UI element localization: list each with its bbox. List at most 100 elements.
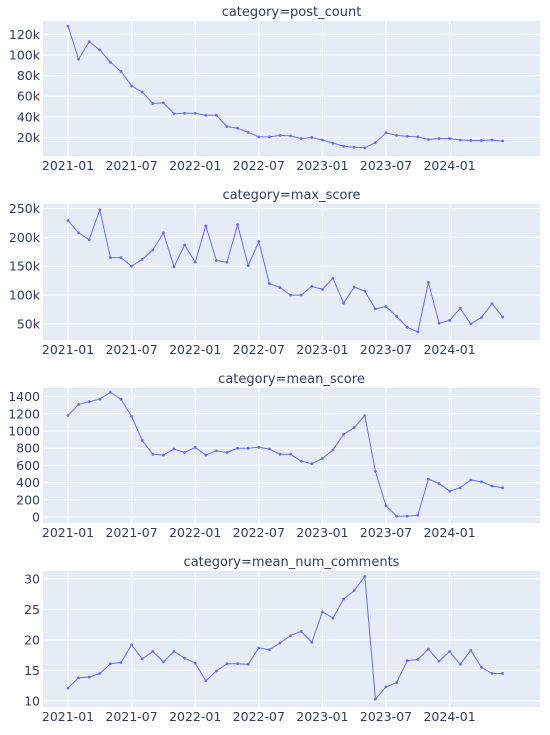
plot-area xyxy=(43,21,540,156)
data-point xyxy=(374,470,377,473)
data-point xyxy=(342,597,345,601)
data-point xyxy=(416,658,420,661)
data-point xyxy=(162,660,165,664)
data-point xyxy=(172,265,176,269)
y-tick-label: 15 xyxy=(24,663,40,678)
data-point xyxy=(257,646,261,650)
data-point xyxy=(384,504,388,508)
data-point xyxy=(448,319,451,322)
data-point xyxy=(119,256,123,259)
y-tick-label: 200k xyxy=(9,230,41,245)
data-point xyxy=(66,24,70,28)
data-point xyxy=(331,141,335,145)
data-point xyxy=(416,135,420,139)
data-point xyxy=(130,264,134,268)
data-point xyxy=(236,223,240,227)
data-point xyxy=(299,459,303,463)
data-point xyxy=(501,672,504,675)
data-point xyxy=(278,452,282,456)
y-tick-label: 0 xyxy=(32,509,40,524)
data-point xyxy=(363,146,367,150)
data-point xyxy=(151,102,155,105)
data-point xyxy=(109,662,112,666)
data-point xyxy=(342,301,345,305)
data-point xyxy=(236,126,240,130)
data-point xyxy=(172,650,176,653)
data-point xyxy=(480,139,483,142)
data-point xyxy=(172,112,176,116)
data-point xyxy=(331,276,335,280)
data-point xyxy=(204,679,208,683)
data-point xyxy=(395,133,398,137)
data-point xyxy=(342,433,345,436)
data-point xyxy=(183,111,187,115)
y-tick-label: 25 xyxy=(24,602,40,617)
x-tick-label: 2023-01 xyxy=(296,709,348,724)
series-line xyxy=(67,391,503,517)
data-point xyxy=(225,125,229,129)
x-tick-label: 2023-07 xyxy=(360,709,412,724)
data-point xyxy=(299,293,303,297)
x-tick-label: 2022-01 xyxy=(169,709,221,724)
panel-title: category=mean_num_comments xyxy=(184,555,400,570)
data-point xyxy=(193,111,197,115)
data-point xyxy=(268,447,271,451)
data-point xyxy=(331,616,335,620)
data-point xyxy=(162,231,165,235)
data-point xyxy=(352,285,356,289)
data-point xyxy=(458,662,462,666)
data-point xyxy=(289,634,292,638)
x-tick-label: 2021-07 xyxy=(105,342,157,357)
data-point xyxy=(87,400,91,404)
x-tick-label: 2024-01 xyxy=(423,525,475,540)
series-line xyxy=(67,26,503,149)
data-point xyxy=(193,661,197,665)
data-point xyxy=(140,90,144,94)
data-point xyxy=(363,289,367,293)
x-tick-label: 2023-07 xyxy=(360,342,412,357)
x-tick-label: 2022-01 xyxy=(169,342,221,357)
y-tick-label: 1400 xyxy=(8,389,40,404)
facet-panel-2: category=max_score 50k 100k 150k 200k 250k 202… xyxy=(9,188,540,357)
data-point xyxy=(77,57,80,61)
data-point xyxy=(310,462,314,466)
data-point xyxy=(87,675,91,679)
x-tick-label: 2021-07 xyxy=(105,158,157,173)
data-point xyxy=(352,589,356,592)
data-point xyxy=(405,659,409,663)
data-point xyxy=(236,662,240,666)
data-point xyxy=(342,144,345,148)
data-point xyxy=(469,139,473,142)
data-point xyxy=(98,208,102,212)
data-point xyxy=(119,397,123,401)
data-point xyxy=(257,445,261,449)
data-point xyxy=(299,629,303,633)
y-tick-label: 20k xyxy=(17,130,41,145)
x-tick-label: 2021-07 xyxy=(105,709,157,724)
data-point xyxy=(480,665,483,669)
data-point xyxy=(437,321,441,325)
y-tick-label: 600 xyxy=(16,458,40,473)
y-tick-label: 150k xyxy=(9,259,41,274)
data-point xyxy=(225,662,229,666)
data-point xyxy=(490,484,494,488)
data-point xyxy=(458,138,462,142)
panel-title: category=max_score xyxy=(222,188,360,203)
data-point xyxy=(352,145,356,149)
data-point xyxy=(416,330,420,334)
data-point xyxy=(172,447,176,451)
data-point xyxy=(246,130,250,134)
data-point xyxy=(490,672,494,675)
data-point xyxy=(310,285,314,288)
data-point xyxy=(395,514,398,518)
y-tick-label: 200 xyxy=(16,492,40,507)
data-point xyxy=(278,133,282,137)
data-point xyxy=(140,439,144,442)
y-tick-label: 80k xyxy=(17,68,41,83)
data-point xyxy=(448,489,451,493)
x-tick-label: 2022-07 xyxy=(233,525,285,540)
data-point xyxy=(246,446,250,450)
x-tick-label: 2024-01 xyxy=(423,709,475,724)
y-tick-label: 100k xyxy=(9,288,41,303)
y-tick-label: 30 xyxy=(24,571,40,586)
